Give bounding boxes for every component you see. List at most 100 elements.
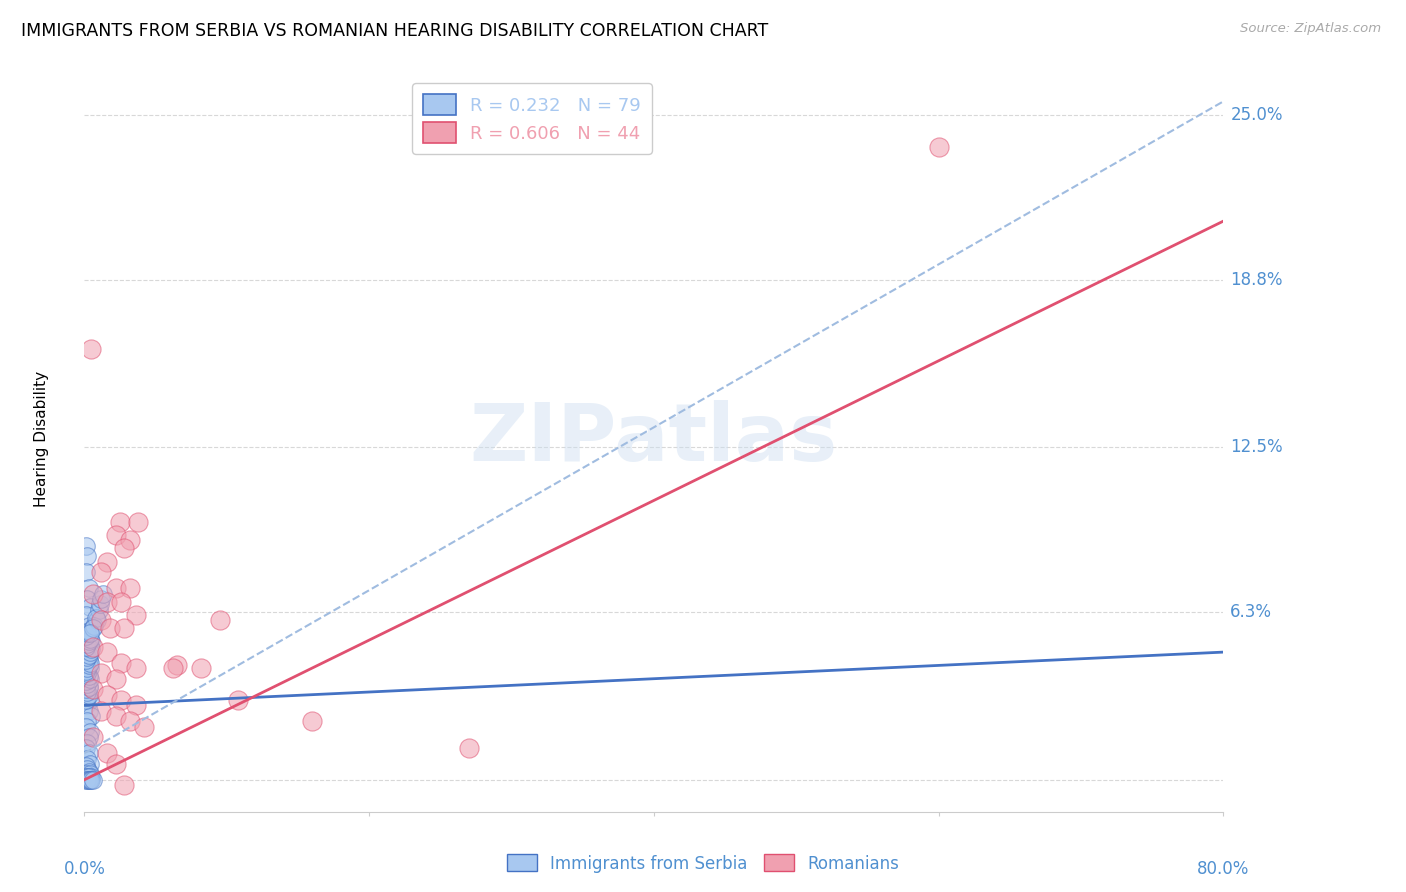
Point (90, 566, 112, 580)
Point (79, 767, 101, 781)
Point (75, 566, 97, 580)
Point (104, 709, 127, 723)
Point (90, 704, 112, 718)
Point (77, 669, 100, 683)
Point (76, 637, 98, 651)
Text: 25.0%: 25.0% (1230, 106, 1282, 124)
Point (77, 653, 100, 667)
Point (76, 688, 98, 702)
Point (76, 650, 98, 665)
Point (75, 693, 97, 707)
Point (112, 621, 135, 635)
Text: 0.0%: 0.0% (63, 860, 105, 878)
Point (77, 582, 100, 596)
Point (75, 674, 97, 689)
Point (77, 618, 100, 632)
Point (77, 680, 100, 694)
Point (82, 682, 104, 697)
Point (84, 610, 107, 624)
Point (80, 642, 103, 657)
Text: ZIPatlas: ZIPatlas (470, 401, 838, 478)
Point (79, 656, 101, 670)
Point (96, 594, 118, 608)
Point (79, 661, 101, 675)
Point (77, 770, 100, 784)
Point (134, 720, 156, 734)
Point (75, 698, 97, 713)
Point (76, 677, 98, 691)
Point (208, 613, 231, 627)
Point (75, 770, 97, 784)
Point (79, 672, 101, 686)
Point (124, 698, 146, 713)
Point (77, 624, 100, 638)
Text: 12.5%: 12.5% (1230, 438, 1282, 457)
Point (79, 632, 101, 646)
Point (75, 653, 97, 667)
Point (108, 515, 131, 529)
Point (76, 685, 98, 699)
Point (77, 746, 100, 760)
Text: Source: ZipAtlas.com: Source: ZipAtlas.com (1240, 22, 1381, 36)
Point (82, 640, 104, 654)
Text: 18.8%: 18.8% (1230, 270, 1282, 289)
Point (79, 599, 101, 614)
Point (104, 528, 127, 542)
Point (77, 658, 100, 673)
Point (75, 664, 97, 678)
Point (98, 621, 121, 635)
Point (91, 586, 114, 600)
Point (90, 591, 112, 606)
Point (112, 541, 135, 556)
Point (83, 618, 105, 632)
Point (77, 680, 100, 694)
Point (118, 714, 141, 729)
Point (110, 594, 132, 608)
Text: IMMIGRANTS FROM SERBIA VS ROMANIAN HEARING DISABILITY CORRELATION CHART: IMMIGRANTS FROM SERBIA VS ROMANIAN HEARI… (21, 22, 768, 40)
Point (75, 629, 97, 643)
Point (166, 658, 188, 673)
Point (79, 645, 101, 659)
Point (77, 730, 100, 744)
Point (75, 640, 97, 654)
Point (76, 751, 98, 765)
Point (77, 772, 100, 787)
Text: 6.3%: 6.3% (1230, 603, 1272, 621)
Point (80, 709, 103, 723)
Point (76, 666, 98, 681)
Point (90, 666, 112, 681)
Text: Hearing Disability: Hearing Disability (34, 371, 49, 508)
Point (75, 607, 97, 622)
Point (82, 730, 104, 744)
Point (79, 693, 101, 707)
Point (76, 591, 98, 606)
Point (75, 720, 97, 734)
Point (75, 759, 97, 773)
Point (75, 767, 97, 781)
Point (76, 762, 98, 776)
Point (77, 648, 100, 662)
Point (457, 740, 479, 755)
Point (80, 770, 103, 784)
Point (79, 626, 101, 640)
Point (127, 515, 149, 529)
Point (96, 555, 118, 569)
Point (76, 735, 98, 749)
Point (76, 770, 98, 784)
Point (190, 661, 212, 675)
Point (112, 778, 135, 792)
Point (89, 597, 111, 611)
Point (90, 613, 112, 627)
Point (226, 693, 249, 707)
Point (77, 634, 100, 648)
Point (77, 704, 100, 718)
Point (110, 656, 132, 670)
Legend: Immigrants from Serbia, Romanians: Immigrants from Serbia, Romanians (501, 847, 905, 880)
Point (928, 139, 950, 153)
Point (118, 582, 141, 596)
Point (75, 645, 97, 659)
Point (76, 714, 98, 729)
Point (79, 772, 101, 787)
Point (118, 533, 141, 548)
Point (75, 682, 97, 697)
